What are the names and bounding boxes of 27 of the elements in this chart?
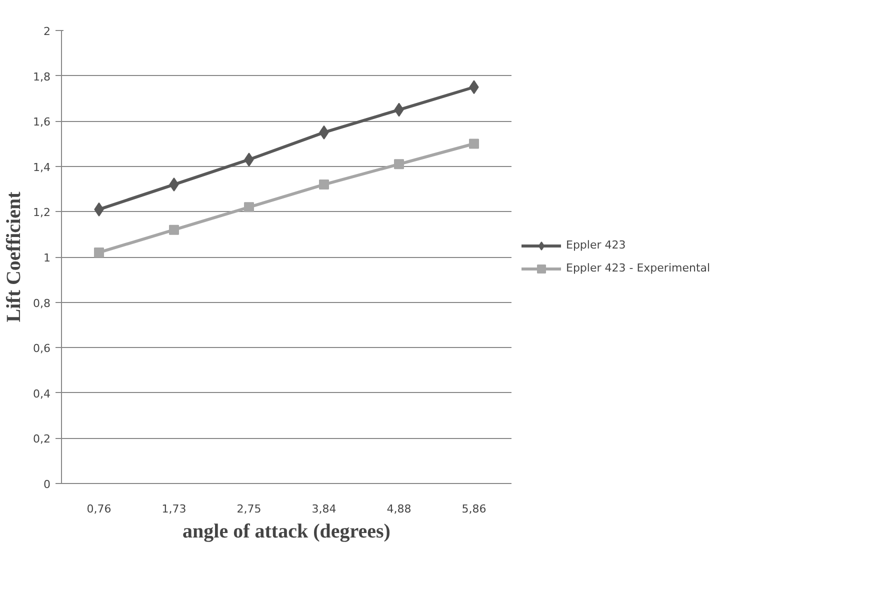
point [469, 138, 479, 149]
x-axis-title: angle of attack (degrees) [182, 520, 390, 542]
y-tick-label: 0,4 [33, 387, 51, 400]
point [94, 247, 104, 258]
y-tick-label: 0,6 [33, 342, 51, 356]
x-tick-label: 5,86 [462, 502, 486, 516]
point [394, 159, 404, 170]
x-tick-label: 4,88 [386, 502, 412, 516]
x-tick-label: 1,73 [162, 502, 186, 516]
y-tick-label: 1,4 [33, 160, 51, 174]
y-tick-label: 0 [44, 478, 50, 491]
y-tick-label: 2 [44, 25, 50, 38]
legend-label: Eppler 423 - Experimental [566, 262, 710, 274]
y-axis-title: Lift Coefficient [3, 191, 26, 322]
legend-label: Eppler 423 [566, 238, 626, 252]
y-tick-label: 0,2 [33, 432, 51, 446]
y-tick-label: 1 [44, 252, 50, 264]
point [244, 202, 254, 212]
point [169, 224, 179, 235]
y-tick-label: 1,2 [33, 206, 51, 220]
x-tick-label: 2,75 [236, 502, 262, 516]
x-tick-label: 0,76 [86, 502, 112, 516]
x-tick-label: 3,84 [312, 502, 336, 516]
y-tick-label: 1,8 [33, 70, 51, 84]
y-tick-label: 1,6 [33, 116, 51, 129]
y-tick-label: 0,8 [33, 296, 51, 310]
point [319, 180, 329, 190]
